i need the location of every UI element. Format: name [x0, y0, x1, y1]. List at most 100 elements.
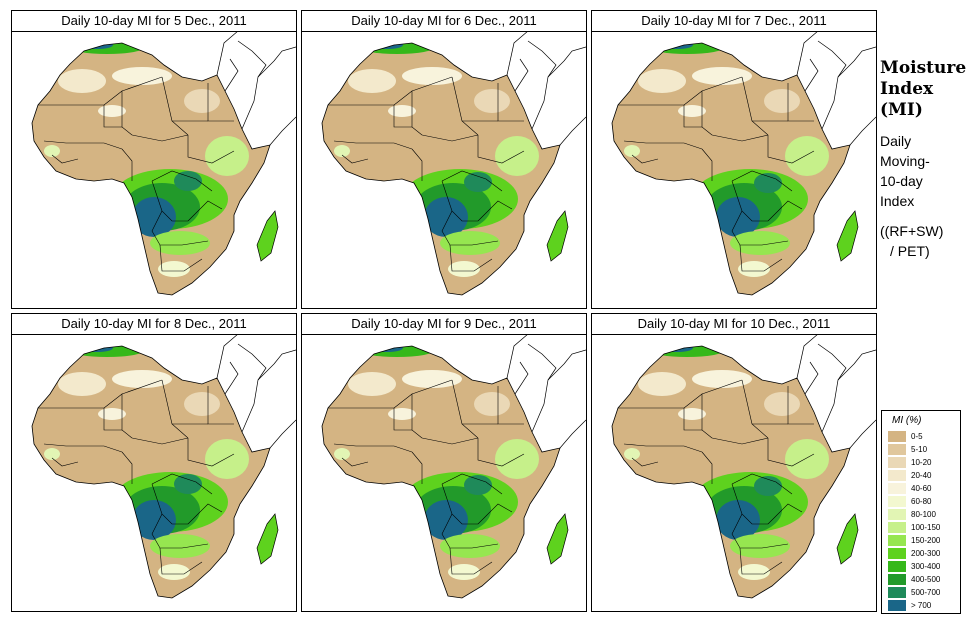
country-border: [477, 135, 525, 164]
panel-title: Daily 10-day MI for 6 Dec., 2011: [302, 11, 586, 32]
central-africa-core: [716, 197, 760, 237]
coastline: [321, 345, 561, 599]
description-line: Moving-: [880, 153, 930, 169]
map-area: [592, 334, 876, 611]
legend-item: 5-10: [888, 444, 958, 455]
coastline: [817, 40, 847, 78]
country-border: [151, 473, 213, 495]
country-border: [631, 154, 659, 164]
africa-map: [31, 334, 296, 599]
legend-item: 10-20: [888, 457, 958, 468]
legend-item: 150-200: [888, 535, 958, 546]
coastline: [853, 349, 876, 365]
legend-label: 20-40: [911, 471, 932, 480]
coastline: [821, 363, 855, 433]
sahara-pale-patch: [678, 408, 706, 420]
southern-band-moist: [440, 534, 500, 558]
coastline: [514, 58, 529, 92]
coastline: [804, 361, 819, 395]
map-description: Daily Moving- 10-day Index: [880, 131, 930, 211]
formula-line: / PET): [890, 243, 930, 259]
description-line: Index: [880, 193, 915, 209]
country-border: [441, 180, 478, 222]
legend-swatch: [888, 522, 906, 533]
south-africa-pale: [448, 564, 480, 580]
map-panel: Daily 10-day MI for 5 Dec., 2011: [11, 10, 297, 309]
formula-line: ((RF+SW): [880, 223, 944, 239]
coastline: [804, 58, 819, 92]
legend-label: 0-5: [911, 432, 923, 441]
central-africa-core: [174, 171, 202, 191]
africa-map: [321, 31, 586, 296]
coastline: [237, 343, 267, 381]
legend-item: 300-400: [888, 561, 958, 572]
north-coast-core: [661, 346, 693, 352]
country-border: [187, 135, 235, 164]
coastline: [514, 361, 529, 395]
index-formula: ((RF+SW) / PET): [880, 221, 943, 261]
country-border: [683, 90, 713, 136]
country-border: [51, 154, 79, 164]
east-africa-moist: [205, 439, 249, 479]
country-border: [731, 170, 793, 192]
legend-item: 200-300: [888, 548, 958, 559]
legend-label: 500-700: [911, 588, 941, 597]
legend-item: 60-80: [888, 496, 958, 507]
north-coast-core: [371, 43, 403, 49]
coastline: [531, 60, 565, 130]
coastline: [849, 419, 876, 449]
map-panel: Daily 10-day MI for 9 Dec., 2011: [301, 313, 587, 612]
sahara-pale-patch: [402, 67, 462, 85]
country-border: [51, 457, 79, 467]
legend-swatch: [888, 483, 906, 494]
country-border: [411, 148, 423, 181]
country-border: [731, 473, 793, 495]
country-border: [103, 393, 133, 439]
coastline: [611, 345, 851, 599]
legend-item: 0-5: [888, 431, 958, 442]
country-border: [43, 140, 76, 144]
legend-label: 10-20: [911, 458, 932, 467]
country-border: [366, 142, 413, 150]
east-africa-moist: [785, 136, 829, 176]
country-border: [121, 76, 163, 92]
legend-item: > 700: [888, 600, 958, 611]
central-africa-core: [464, 172, 492, 192]
south-africa-pale: [738, 261, 770, 277]
country-border: [441, 483, 478, 525]
color-legend: MI (%) 0-5 5-10 10-20 20-40 40-60 60-80 80-100…: [881, 410, 961, 614]
coastline: [853, 46, 876, 62]
madagascar: [546, 210, 569, 262]
legend-item: 40-60: [888, 483, 958, 494]
country-border: [656, 142, 703, 150]
country-border: [477, 503, 513, 525]
country-border: [421, 437, 479, 445]
guinea-coast-moist: [44, 145, 60, 157]
country-border: [151, 180, 188, 222]
country-border: [333, 140, 366, 144]
madagascar: [836, 513, 859, 565]
coastline: [563, 349, 586, 365]
southern-band-moist: [730, 231, 790, 255]
central-africa-core: [174, 474, 202, 494]
madagascar: [256, 210, 279, 262]
country-border: [449, 244, 493, 272]
sahara-pale-patch: [58, 372, 106, 396]
country-border: [767, 503, 803, 525]
east-africa-moist: [205, 136, 249, 176]
country-border: [333, 443, 366, 447]
legend-swatch: [888, 587, 906, 598]
map-panel: Daily 10-day MI for 6 Dec., 2011: [301, 10, 587, 309]
legend-label: 60-80: [911, 497, 932, 506]
legend-item: 500-700: [888, 587, 958, 598]
coastline: [563, 46, 586, 62]
legend-swatch: [888, 444, 906, 455]
coastline: [796, 31, 819, 76]
country-border: [328, 104, 412, 128]
madagascar: [836, 210, 859, 262]
north-coast-core: [81, 346, 113, 352]
sahara-pale-patch: [98, 105, 126, 117]
legend-label: 400-500: [911, 575, 941, 584]
description-line: 10-day: [880, 173, 923, 189]
south-africa-pale: [158, 564, 190, 580]
